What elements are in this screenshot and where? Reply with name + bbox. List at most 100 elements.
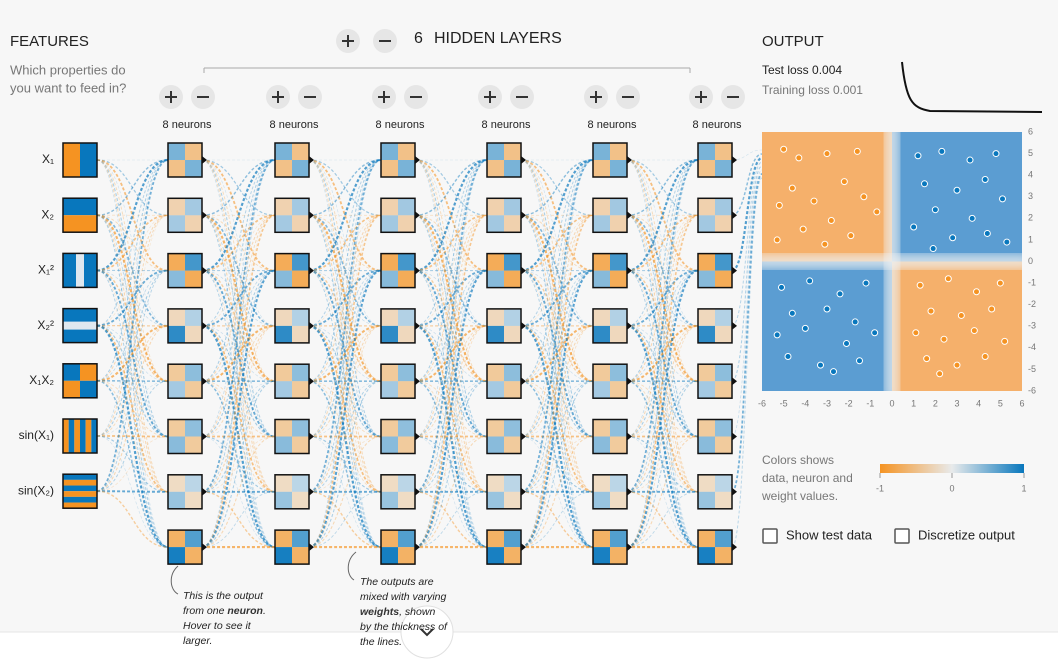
neuron[interactable]: [697, 529, 737, 565]
neuron[interactable]: [167, 418, 207, 455]
neuron[interactable]: [697, 308, 737, 344]
node-arrow: [415, 432, 420, 441]
connection: [414, 214, 488, 437]
feature-node[interactable]: [62, 252, 98, 289]
neuron[interactable]: [592, 474, 632, 510]
data-point: [983, 229, 991, 237]
connection: [520, 436, 594, 548]
thumb-cell: [487, 530, 504, 548]
connection: [731, 149, 763, 161]
neuron[interactable]: [380, 529, 420, 565]
data-point: [773, 236, 781, 244]
thumb-cell: [68, 419, 75, 453]
neuron[interactable]: [167, 252, 207, 289]
thumb-cell: [185, 198, 202, 216]
nodes: [62, 142, 737, 565]
neuron[interactable]: [486, 363, 526, 399]
neuron[interactable]: [697, 252, 737, 289]
neuron[interactable]: [274, 252, 314, 289]
neuron[interactable]: [274, 197, 314, 234]
neuron[interactable]: [697, 474, 737, 510]
neuron[interactable]: [380, 474, 420, 510]
thumb-cell: [610, 491, 627, 509]
neuron[interactable]: [592, 197, 632, 234]
feature-node[interactable]: [62, 418, 98, 454]
neuron[interactable]: [592, 308, 632, 344]
thumb-cell: [275, 547, 292, 565]
neuron[interactable]: [167, 308, 207, 344]
neuron[interactable]: [167, 474, 207, 510]
data-point: [836, 290, 844, 298]
thumb-cell: [292, 436, 309, 454]
checkbox[interactable]: [762, 528, 778, 544]
neuron[interactable]: [592, 252, 632, 289]
feature-node[interactable]: [62, 473, 98, 509]
data-point: [968, 214, 976, 222]
connection: [414, 214, 488, 493]
x-tick-label: -2: [845, 398, 853, 408]
feature-label: sin(X₂): [18, 483, 54, 497]
neuron[interactable]: [167, 142, 207, 178]
neuron[interactable]: [380, 308, 420, 344]
node-arrow: [732, 321, 737, 330]
scroll-button[interactable]: [400, 605, 454, 659]
annotation-text: by the thickness of: [360, 621, 448, 633]
neuron[interactable]: [697, 142, 737, 178]
feature-node[interactable]: [62, 197, 98, 233]
thumb-cell: [715, 308, 732, 326]
neuron[interactable]: [592, 363, 632, 399]
neuron[interactable]: [274, 474, 314, 510]
neuron[interactable]: [274, 363, 314, 399]
thumb-cell: [593, 436, 610, 454]
feature-node[interactable]: [62, 307, 98, 344]
neuron[interactable]: [486, 197, 526, 234]
data-point: [851, 318, 859, 326]
thumb-cell: [593, 215, 610, 233]
neuron[interactable]: [274, 142, 314, 178]
neuron[interactable]: [486, 529, 526, 565]
neuron[interactable]: [592, 529, 632, 565]
annotation-text: the lines.: [360, 636, 402, 648]
feature-node[interactable]: [62, 363, 98, 399]
thumb-cell: [185, 474, 202, 492]
neuron[interactable]: [380, 252, 420, 289]
node-arrow: [415, 156, 420, 164]
neuron[interactable]: [380, 418, 420, 455]
neuron[interactable]: [592, 142, 632, 178]
neuron[interactable]: [274, 529, 314, 565]
checkbox[interactable]: [894, 528, 910, 544]
connection: [414, 159, 488, 493]
annotation-text: This is the output: [183, 590, 264, 602]
neuron[interactable]: [380, 363, 420, 399]
connection: [201, 214, 276, 548]
thumb-cell: [715, 160, 732, 177]
data-point: [847, 232, 855, 240]
thumb-cell: [698, 325, 715, 343]
neuron[interactable]: [167, 529, 207, 565]
y-tick-label: -4: [1028, 342, 1036, 352]
thumb-cell: [715, 530, 732, 548]
neuron[interactable]: [167, 197, 207, 234]
feature-node[interactable]: [62, 142, 98, 178]
neuron[interactable]: [167, 363, 207, 399]
connection: [520, 214, 594, 493]
node-arrow: [732, 377, 737, 386]
neuron[interactable]: [486, 252, 526, 289]
neuron[interactable]: [486, 142, 526, 178]
neuron[interactable]: [274, 418, 314, 455]
connection: [626, 270, 699, 493]
neuron[interactable]: [486, 418, 526, 455]
neuron[interactable]: [380, 197, 420, 234]
neuron[interactable]: [697, 418, 737, 455]
neuron[interactable]: [274, 308, 314, 344]
neuron[interactable]: [592, 418, 632, 455]
thumb-cell: [715, 547, 732, 565]
connection: [414, 325, 488, 437]
neuron[interactable]: [697, 197, 737, 234]
neuron[interactable]: [697, 363, 737, 399]
connection: [201, 159, 276, 548]
neuron[interactable]: [486, 474, 526, 510]
connection: [626, 325, 699, 438]
neuron[interactable]: [486, 308, 526, 344]
neuron[interactable]: [380, 142, 420, 178]
